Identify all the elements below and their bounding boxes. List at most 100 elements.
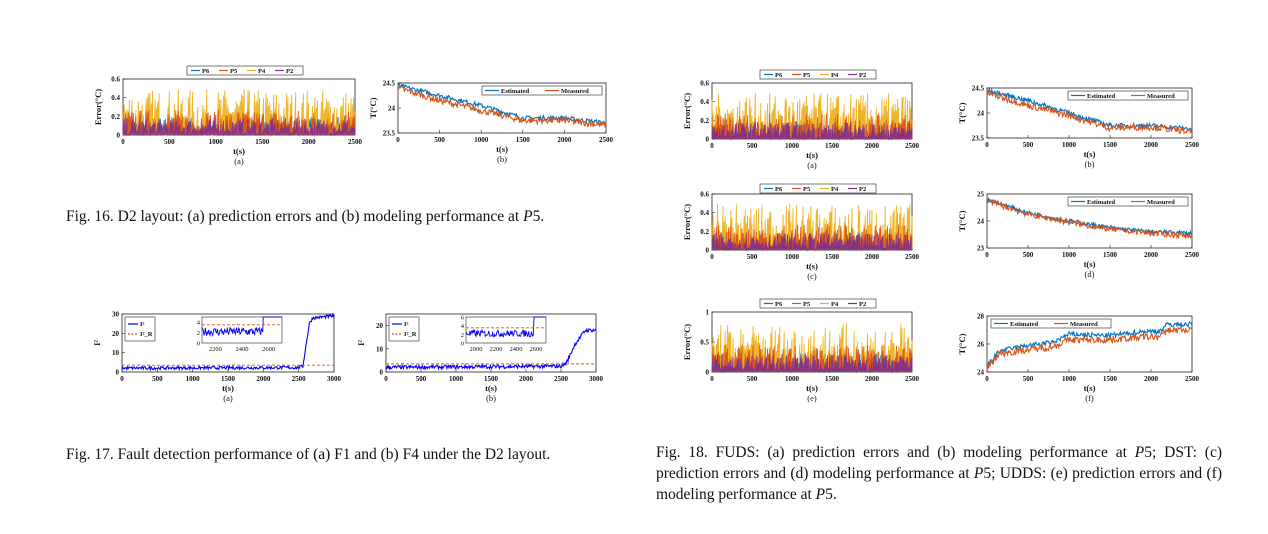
series-i2 [121,312,335,372]
y-tick-label: 1 [706,309,710,317]
x-tick-label: 1000 [1062,375,1077,383]
x-tick-label: 1500 [825,142,840,150]
fig18c-plot: 0 500 1000 1500 2000 2500 0 0.2 0.4 0.6 t(s) (c) Err… [680,180,930,296]
y-tick-label: 10 [112,349,120,357]
x-tick-label: 2000 [865,375,880,383]
legend-label-measured: Measured [1147,93,1175,100]
legend-box [481,85,603,96]
fig18e-svg: 0 500 1000 1500 2000 2500 0 0.5 1 t(s)(e) Error(°C… [682,298,920,403]
fig17b-plot: 0 500 1000 1500 2000 2500 3000 0 10 20 t(s) (b) I² I²… [356,306,616,416]
subfigure-label: (a) [234,156,244,166]
y-tick-label: 24 [977,369,985,377]
legend-label-p2: P2 [859,301,866,308]
subfigure-label: (f) [1085,393,1094,403]
series-p2 [711,354,913,374]
y-tick-label: 0 [116,369,120,377]
legend-label-threshold: I²_R [404,331,417,338]
x-tick-label: 2500 [1185,141,1200,149]
legend-label-p5: P5 [803,72,811,79]
legend-label-p5: P5 [803,301,811,308]
fig18a-svg: 0 500 1000 1500 2000 2500 0 0.2 0.4 0.6 t(s)(a) Err… [682,69,920,170]
y-tick-label: 28 [977,313,985,321]
fig16b-svg: 0 500 1000 1500 2000 2500 23.5 24 24.5 t(s)(b) T(°… [368,80,614,165]
x-axis-label: t(s) [1084,383,1096,393]
y-tick-label: 20 [376,322,384,330]
x-tick-label: 500 [747,253,758,261]
series-i2 [385,327,597,371]
fig16a-plot: 0 500 1000 1500 2000 2500 0 0.2 0.4 0.6 t(s) (a) Err… [90,62,363,182]
legend-label-p4: P4 [831,186,839,193]
legend-label-p5: P5 [803,186,811,193]
x-tick-label: 1500 [1103,251,1118,259]
x-axis-label: t(s) [485,383,497,393]
fig16b-plot: 0 500 1000 1500 2000 2500 23.5 24 24.5 t(s) (b) T(°… [362,76,622,182]
x-axis-label: t(s) [806,383,818,393]
series-p2 [711,122,913,141]
x-tick-label: 1000 [209,138,224,146]
x-tick-label: 2500 [905,375,920,383]
legend-box [759,183,877,194]
x-tick-label: 2500 [292,375,307,383]
subfigure-label: (a) [223,393,233,403]
y-tick-label: 0.5 [700,339,709,347]
y-tick-label: 24 [388,105,396,113]
subfigure-label: (a) [807,160,817,170]
x-tick-label: 2000 [1144,251,1159,259]
subfigure-label: (c) [807,271,817,281]
y-tick-label: 24.5 [972,85,985,93]
series-measured [986,325,1193,370]
subfigure-label: (b) [486,393,496,403]
inset-x-tick-label: 2000 [470,346,483,353]
x-tick-label: 2000 [256,375,271,383]
legend-box [186,65,304,76]
inset-x-tick-label: 2400 [236,346,249,353]
x-tick-label: 0 [121,138,125,146]
y-tick-label: 23.5 [972,135,985,143]
x-axis-label: t(s) [1084,259,1096,269]
legend-label-p5: P5 [230,68,238,75]
legend-box [1067,90,1189,101]
y-axis-label: Error(°C) [682,204,692,240]
inset-x-tick-label: 2600 [530,346,543,353]
y-axis-label: T(°C) [957,333,967,354]
fig18f-svg: 0 500 1000 1500 2000 2500 24 26 28 t(s)(f) T(°C) Es… [957,313,1200,404]
x-tick-label: 1500 [1103,141,1118,149]
x-tick-label: 1500 [484,375,499,383]
y-tick-label: 24.5 [383,80,396,88]
x-tick-label: 2500 [1185,375,1200,383]
x-tick-label: 1000 [785,142,800,150]
legend-label-measured: Measured [1070,321,1098,328]
inset-x-tick-label: 2600 [262,346,275,353]
legend-box [124,316,156,342]
y-axis-label: Error(°C) [682,93,692,129]
fig18b-svg: 0 500 1000 1500 2000 2500 23.5 24 24.5 t(s)(b) T(°… [957,85,1200,170]
y-tick-label: 0 [380,369,384,377]
x-tick-label: 1000 [1062,141,1077,149]
x-tick-label: 1000 [449,375,464,383]
y-tick-label: 0 [706,247,710,255]
x-tick-label: 1500 [1103,375,1118,383]
fig18d-svg: 0 500 1000 1500 2000 2500 23 24 25 t(s)(d) T(°C) Es… [957,191,1200,280]
subfigure-label: (e) [807,393,817,403]
fig18c-svg: 0 500 1000 1500 2000 2500 0 0.2 0.4 0.6 t(s)(c) Err… [682,183,920,281]
x-tick-label: 0 [985,375,989,383]
x-tick-label: 500 [434,136,445,144]
legend-label-p2: P2 [286,68,293,75]
y-tick-label: 30 [112,311,120,319]
x-axis-label: t(s) [222,383,234,393]
fig18-caption: Fig. 18. FUDS: (a) prediction errors and… [656,444,1223,503]
y-tick-label: 0.2 [700,228,709,236]
y-tick-label: 0.4 [700,98,709,106]
fig17b-svg: 0 500 1000 1500 2000 2500 300001020t(s)(b)I²I²… [356,313,604,403]
y-tick-label: 20 [112,330,120,338]
fig17a-plot: 0 500 1000 1500 2000 2500 3000 0 10 20 30 t(s) (a) I²… [90,306,350,416]
fig16-caption: Fig. 16. D2 layout: (a) prediction error… [66,208,545,225]
x-tick-label: 2500 [1185,251,1200,259]
x-tick-label: 2000 [557,136,572,144]
inset-frame [465,316,547,344]
legend-label-measured: Measured [1147,199,1175,206]
x-tick-label: 1500 [221,375,236,383]
x-tick-label: 2500 [599,136,614,144]
inset-series-i2 [465,316,546,338]
x-tick-label: 0 [710,375,714,383]
